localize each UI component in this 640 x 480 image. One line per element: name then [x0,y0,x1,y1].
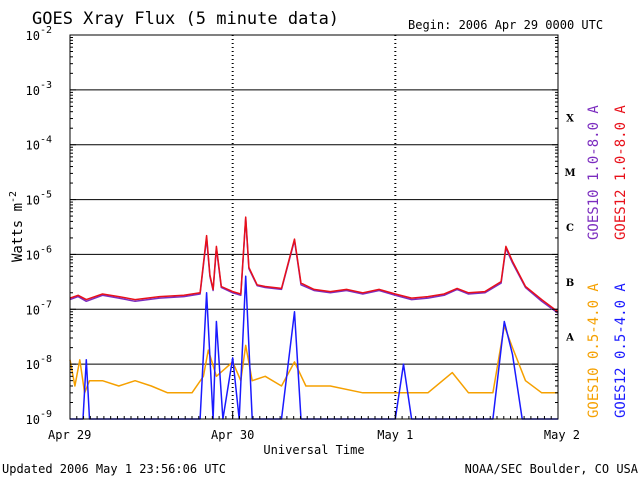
legend-entry-2: GOES10 0.5-4.0 A [586,283,602,418]
credit-text: NOAA/SEC Boulder, CO USA [465,462,639,476]
flare-class-C: C [566,223,574,234]
legend-entry-1: GOES12 1.0-8.0 A [613,105,629,240]
y-tick-label-7: 10-9 [26,409,53,427]
y-tick-label-1: 10-3 [26,80,53,98]
flare-class-M: M [564,168,575,179]
y-tick-label-3: 10-5 [26,190,53,208]
legend-entry-0: GOES10 1.0-8.0 A [586,105,602,240]
flare-class-A: A [565,333,574,344]
plot-frame [69,34,559,420]
y-tick-label-4: 10-6 [26,244,53,262]
x-axis-ticks: Apr 29 Apr 30 May 1 May 2 [48,411,580,442]
series-line-1 [69,216,559,313]
data-series [69,216,559,420]
y-tick-label-2: 10-4 [26,135,53,153]
legend-entry-3: GOES12 0.5-4.0 A [613,283,629,418]
updated-timestamp: Updated 2006 May 1 23:56:06 UTC [2,462,226,476]
series-line-0 [69,217,559,314]
chart-title: GOES Xray Flux (5 minute data) [32,9,339,29]
x-tick-label-2: May 1 [377,428,413,442]
legend: GOES10 1.0-8.0 A GOES12 1.0-8.0 A GOES10 0… [586,105,629,418]
x-tick-label-0: Apr 29 [48,428,91,442]
grid-lines [70,34,558,420]
x-axis-label: Universal Time [263,443,364,457]
x-tick-label-1: Apr 30 [211,428,254,442]
x-tick-label-3: May 2 [544,428,580,442]
flare-class-labels: X M C B A [564,113,575,343]
flare-class-B: B [566,278,574,289]
y-axis-label: Watts m-2 [8,191,26,262]
y-tick-label-6: 10-8 [26,354,53,372]
begin-label: Begin: 2006 Apr 29 0000 UTC [408,18,603,32]
flare-class-X: X [566,113,574,124]
y-axis-ticks: 10-2 10-3 10-4 10-5 10-6 10-7 10-8 10-9 [26,25,558,427]
series-line-3 [70,275,558,420]
series-line-2 [69,325,558,394]
y-tick-label-0: 10-2 [26,25,53,43]
y-tick-label-5: 10-7 [26,299,53,317]
